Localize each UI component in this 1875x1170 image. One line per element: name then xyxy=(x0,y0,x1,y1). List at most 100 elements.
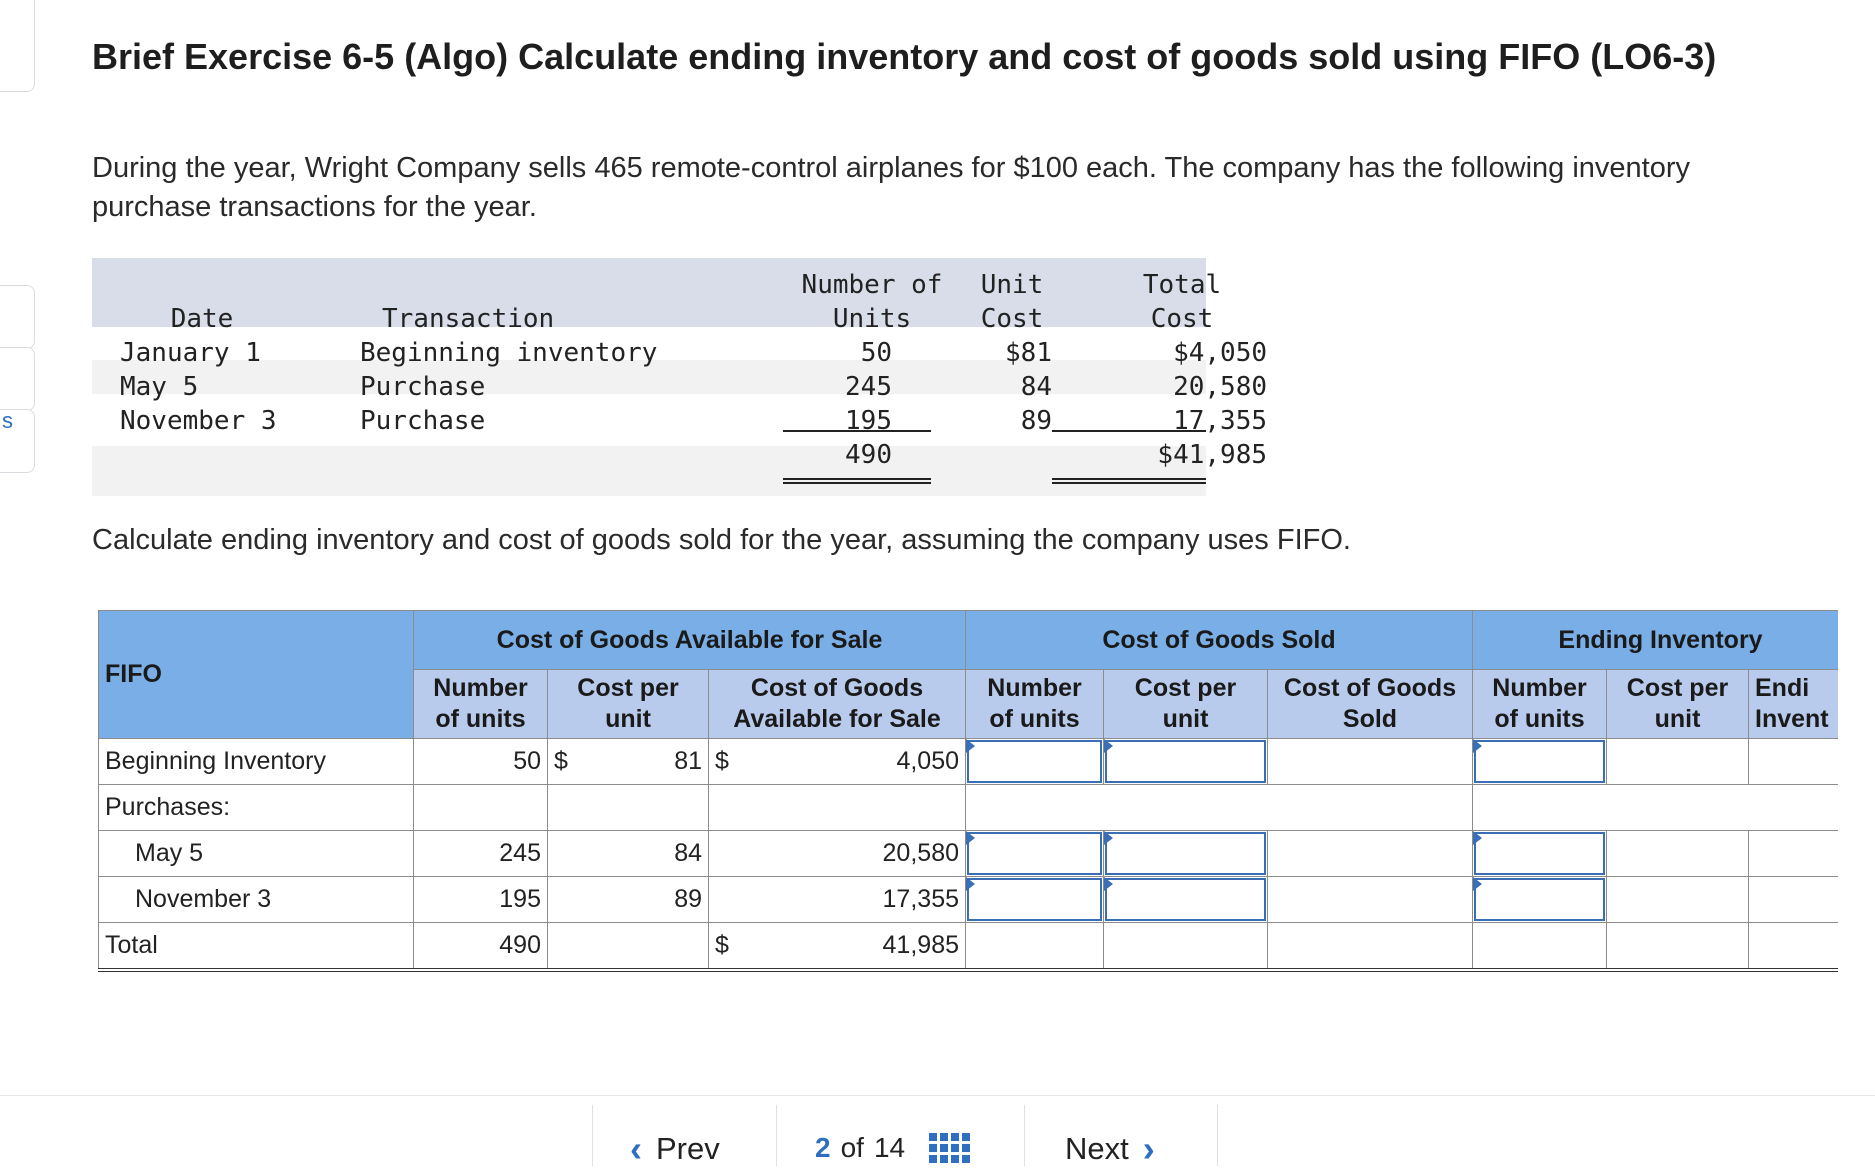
row-date: January 1 xyxy=(120,338,261,368)
cogs-total-total xyxy=(1267,922,1473,972)
cogas-units-november: 195 xyxy=(413,876,548,923)
input-flag-icon xyxy=(1104,739,1113,753)
problem-intro: During the year, Wright Company sells 46… xyxy=(92,152,1691,223)
row-date: May 5 xyxy=(120,372,199,402)
side-tab-3[interactable] xyxy=(0,409,35,473)
current-page: 2 xyxy=(815,1132,831,1163)
row-transaction: Purchase xyxy=(360,406,486,436)
cogs-units-input-november[interactable] xyxy=(965,876,1104,923)
ending-cost-may xyxy=(1606,830,1749,877)
table-row: Total 490 $41,985 xyxy=(98,922,1849,972)
input-flag-icon xyxy=(966,739,975,753)
row-transaction: Purchase xyxy=(360,372,486,402)
grid-icon[interactable] xyxy=(929,1133,971,1163)
row-stripe-may xyxy=(92,360,1206,394)
subheader-cost-per-unit: Cost per unit xyxy=(547,669,709,739)
cogas-cost-may: 84 xyxy=(547,830,709,877)
fifo-corner-header: FIFO xyxy=(98,610,414,739)
row-label-total: Total xyxy=(98,922,414,972)
cogs-units-input-may[interactable] xyxy=(965,830,1104,877)
row-label-may: May 5 xyxy=(98,830,414,877)
nav-divider xyxy=(776,1105,777,1166)
ending-units-input-may[interactable] xyxy=(1472,830,1607,877)
row-total-cost: $4,050 xyxy=(1173,338,1267,368)
header-units-line1: Number of xyxy=(801,270,943,300)
header-date: Date xyxy=(170,304,234,334)
row-unit-cost: 84 xyxy=(1020,372,1052,402)
page-indicator[interactable]: 2 of 14 xyxy=(815,1132,971,1164)
cogs-units-input-beginning[interactable] xyxy=(965,738,1104,785)
ending-cost-november xyxy=(1606,876,1749,923)
total-double-underline-2 xyxy=(1052,482,1206,484)
subheader-cogas: Cost of Goods Available for Sale xyxy=(708,669,966,739)
header-transaction: Transaction xyxy=(382,304,555,334)
cogs-total-may xyxy=(1267,830,1473,877)
cogs-cost-total xyxy=(1103,922,1268,972)
cogs-cost-input-beginning[interactable] xyxy=(1103,738,1268,785)
input-flag-icon xyxy=(1473,877,1482,891)
table-row: Purchases: xyxy=(98,784,1849,831)
header-unit-cost-line1: Unit xyxy=(980,270,1044,300)
cogs-cost-input-may[interactable] xyxy=(1103,830,1268,877)
prev-label: Prev xyxy=(656,1131,720,1166)
units-double-underline-1 xyxy=(783,478,931,480)
cogs-cost-input-november[interactable] xyxy=(1103,876,1268,923)
ending-units-input-beginning[interactable] xyxy=(1472,738,1607,785)
prev-button[interactable]: ‹ Prev xyxy=(630,1128,720,1170)
cogas-units-may: 245 xyxy=(413,830,548,877)
ending-cost-beginning xyxy=(1606,738,1749,785)
side-tab-1[interactable] xyxy=(0,285,35,349)
cogas-cost-november: 89 xyxy=(547,876,709,923)
subheader-units: Number of units xyxy=(413,669,548,739)
input-flag-icon xyxy=(966,831,975,845)
group-cogas-header: Cost of Goods Available for Sale xyxy=(413,610,966,670)
ending-cost-total xyxy=(1606,922,1749,972)
side-tab-top[interactable] xyxy=(0,0,35,92)
ending-total-total xyxy=(1748,922,1849,972)
ending-units-total xyxy=(1472,922,1607,972)
cogas-units-total: 490 xyxy=(413,922,548,972)
units-underline xyxy=(783,430,931,432)
cogas-total-may: 20,580 xyxy=(708,830,966,877)
ending-total-may xyxy=(1748,830,1849,877)
ending-units-input-november[interactable] xyxy=(1472,876,1607,923)
next-label: Next xyxy=(1065,1131,1129,1166)
nav-divider xyxy=(592,1105,593,1166)
page-title: Brief Exercise 6-5 (Algo) Calculate endi… xyxy=(92,36,1717,77)
row-label-november: November 3 xyxy=(98,876,414,923)
row-units: 50 xyxy=(860,338,892,368)
subheader-units: Number of units xyxy=(1472,669,1607,739)
total-double-underline-1 xyxy=(1052,478,1206,480)
nav-divider xyxy=(1217,1105,1218,1166)
subheader-ending-inventory: Endi Invent xyxy=(1748,669,1849,739)
input-flag-icon xyxy=(966,877,975,891)
header-total-cost-line2: Cost xyxy=(1150,304,1214,334)
nav-divider xyxy=(1024,1105,1025,1166)
table-row: November 3 195 89 17,355 xyxy=(98,876,1849,923)
row-unit-cost: 89 xyxy=(1020,406,1052,436)
header-background xyxy=(92,258,1206,327)
row-label-beginning: Beginning Inventory xyxy=(98,738,414,785)
cogas-units-beginning: 50 xyxy=(413,738,548,785)
cogs-total-beginning xyxy=(1267,738,1473,785)
purchases-data-table: Date Transaction Number of Units Unit Co… xyxy=(92,258,1267,496)
input-flag-icon xyxy=(1473,739,1482,753)
row-stripe-total xyxy=(92,446,1206,496)
next-button[interactable]: Next › xyxy=(1065,1128,1155,1170)
total-cost-underline xyxy=(1052,430,1206,432)
total-pages: 14 xyxy=(873,1132,906,1163)
dollar-sign: $ xyxy=(715,747,729,775)
row-transaction: Beginning inventory xyxy=(360,338,658,368)
page-of: of xyxy=(840,1132,864,1163)
input-flag-icon xyxy=(1104,831,1113,845)
dollar-sign: $ xyxy=(554,747,568,775)
row-label-purchases: Purchases: xyxy=(98,784,414,831)
cogs-units-total xyxy=(965,922,1104,972)
header-total-cost-line1: Total xyxy=(1142,270,1222,300)
side-tab-2[interactable] xyxy=(0,347,35,411)
row-unit-cost: $81 xyxy=(1005,338,1052,368)
side-tab-label: s xyxy=(2,408,13,433)
total-units: 490 xyxy=(845,440,892,470)
cogas-cost-beginning: $81 xyxy=(547,738,709,785)
units-double-underline-2 xyxy=(783,482,931,484)
